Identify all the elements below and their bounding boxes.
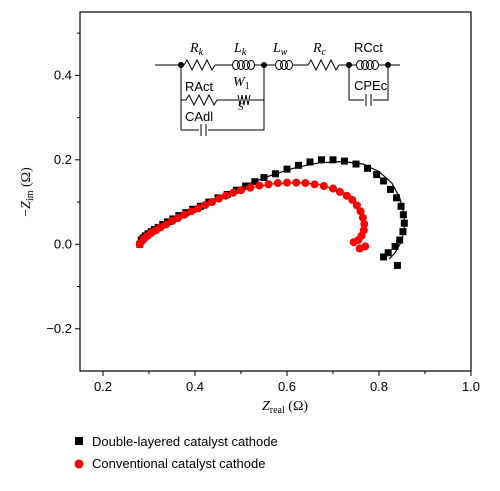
point-double-layered: [380, 177, 388, 185]
point-double-layered: [400, 219, 408, 227]
point-conventional: [246, 183, 255, 192]
point-double-layered: [232, 186, 240, 194]
y-tick-label: 0.0: [54, 236, 72, 251]
point-double-layered: [272, 170, 279, 178]
point-conventional: [194, 204, 203, 213]
point-conventional: [237, 186, 245, 195]
x-tick-label: 1.0: [462, 379, 480, 394]
legend-marker-double-layered: [75, 437, 83, 445]
point-conventional: [349, 238, 358, 247]
point-double-layered: [399, 228, 407, 236]
point-double-layered: [393, 261, 401, 269]
label-rc: Rc: [312, 41, 327, 58]
point-conventional: [201, 201, 210, 210]
x-axis-label: Zreal (Ω): [262, 399, 308, 416]
point-conventional: [180, 210, 189, 219]
point-conventional: [273, 179, 282, 188]
point-double-layered: [399, 211, 407, 219]
point-double-layered: [352, 160, 360, 168]
point-conventional: [292, 178, 301, 187]
point-conventional: [342, 191, 351, 200]
point-double-layered: [373, 171, 381, 179]
x-tick-label: 0.8: [370, 379, 388, 394]
inductor-lk: [232, 60, 255, 70]
point-double-layered: [397, 202, 405, 210]
legend-label-double-layered: Double-layered catalyst cathode: [92, 434, 278, 449]
legend-label-conventional: Conventional catalyst cathode: [92, 456, 265, 471]
point-conventional: [168, 217, 176, 226]
point-double-layered: [251, 178, 259, 186]
point-double-layered: [295, 161, 302, 169]
point-double-layered: [391, 242, 399, 250]
plot-frame: [79, 11, 472, 372]
x-tick-label: 0.6: [278, 379, 296, 394]
fit-curve-1: [139, 181, 365, 245]
data-points: [135, 156, 408, 269]
label-cadl: CAdl: [185, 109, 213, 124]
label-ws: S: [238, 102, 244, 113]
point-conventional: [319, 182, 328, 191]
point-conventional: [214, 194, 223, 203]
warburg-ws: [237, 94, 251, 106]
resistor-ract: [185, 93, 218, 107]
point-conventional: [348, 195, 357, 204]
y-tick-label: 0.2: [54, 152, 72, 167]
label-lk: Lk: [233, 41, 247, 58]
point-double-layered: [260, 174, 268, 182]
point-double-layered: [283, 165, 291, 173]
resistor-rk: [183, 58, 216, 72]
ticks-layer: 0.2 0.4 0.6 0.8 1.0 −0.2 0.0 0.2 0.4: [46, 32, 480, 394]
point-double-layered: [384, 249, 392, 257]
point-conventional: [358, 213, 367, 222]
label-ract: RAct: [185, 79, 214, 94]
x-tick-label: 0.4: [186, 379, 204, 394]
y-axis-label: −Zim (Ω): [19, 167, 36, 217]
point-conventional: [360, 220, 369, 229]
x-tick-label: 0.2: [94, 379, 112, 394]
equivalent-circuit-diagram: [155, 58, 400, 136]
point-double-layered: [341, 157, 348, 165]
point-double-layered: [380, 253, 388, 261]
y-tick-label: −0.2: [46, 321, 72, 336]
point-double-layered: [329, 156, 337, 164]
label-cpec: CPEc: [354, 78, 388, 93]
point-double-layered: [392, 194, 400, 202]
point-double-layered: [387, 185, 394, 193]
point-conventional: [352, 201, 361, 210]
resistor-rc: [307, 58, 340, 72]
point-conventional: [356, 207, 365, 216]
point-conventional: [187, 207, 196, 216]
legend: Double-layered catalyst cathode Conventi…: [74, 434, 278, 471]
point-conventional: [221, 191, 230, 200]
point-double-layered: [364, 164, 371, 172]
branch-cadl: [180, 100, 199, 131]
point-conventional: [335, 187, 344, 196]
branch-cpec: [348, 65, 364, 101]
point-double-layered: [242, 182, 250, 190]
point-conventional: [361, 242, 370, 251]
y-tick-label: 0.4: [54, 67, 72, 82]
point-conventional: [301, 179, 310, 188]
label-w1: W1: [233, 75, 250, 92]
point-conventional: [310, 180, 319, 189]
point-conventional: [329, 184, 337, 193]
inductor-lw: [275, 60, 293, 70]
point-conventional: [283, 178, 291, 187]
point-conventional: [229, 188, 238, 197]
label-rcct: RCct: [354, 40, 383, 55]
label-lw: Lw: [272, 41, 288, 58]
point-conventional: [173, 214, 182, 223]
legend-marker-conventional: [74, 459, 84, 469]
point-conventional: [162, 220, 171, 229]
point-conventional: [264, 180, 273, 189]
point-double-layered: [396, 236, 404, 244]
point-conventional: [208, 198, 217, 207]
point-double-layered: [306, 158, 314, 166]
element-rcct: [351, 60, 386, 70]
point-conventional: [255, 181, 264, 190]
point-double-layered: [318, 156, 325, 164]
label-rk: Rk: [189, 41, 204, 58]
